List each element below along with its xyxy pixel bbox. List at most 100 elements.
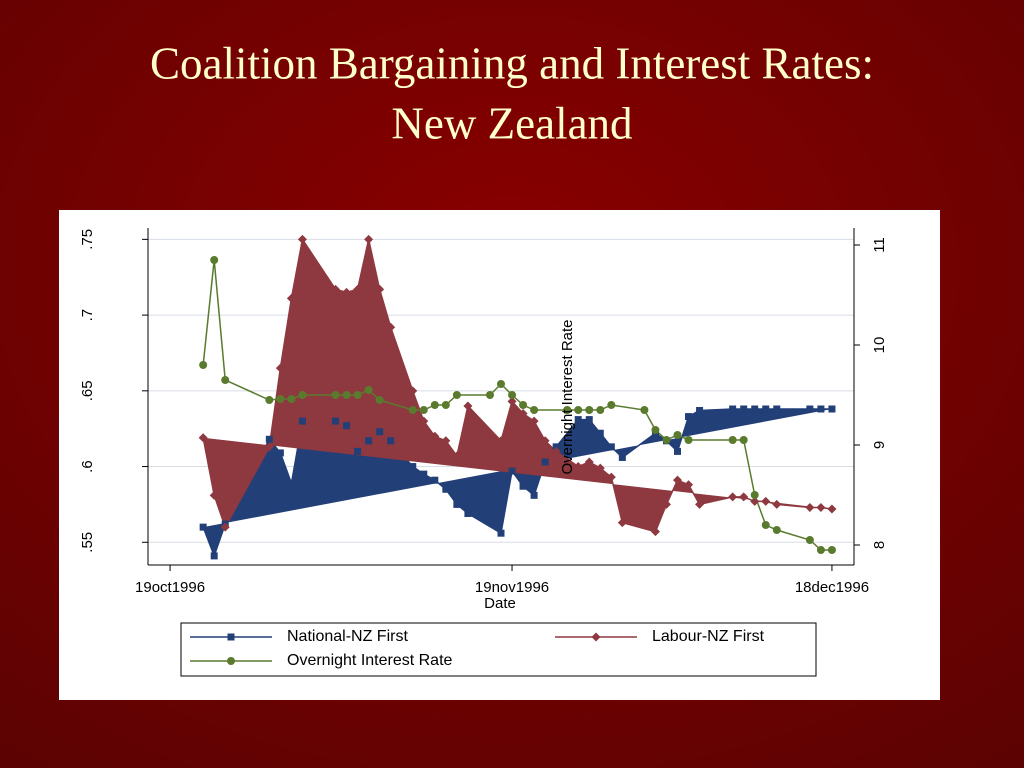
marker <box>452 451 462 461</box>
marker <box>651 426 660 434</box>
marker <box>563 406 572 414</box>
marker <box>518 409 528 419</box>
marker <box>265 435 273 443</box>
marker <box>595 463 605 473</box>
marker <box>773 405 781 413</box>
marker <box>442 485 450 493</box>
marker <box>485 391 494 399</box>
marker <box>220 522 230 532</box>
marker <box>772 499 782 509</box>
marker <box>298 391 307 399</box>
marker <box>596 429 604 437</box>
marker <box>365 437 373 445</box>
legend <box>180 622 817 677</box>
marker <box>617 518 627 528</box>
marker <box>287 479 295 487</box>
marker <box>332 417 340 425</box>
marker <box>650 527 660 537</box>
marker <box>751 405 759 413</box>
marker <box>210 256 219 264</box>
legend-label: Overnight Interest Rate <box>287 652 453 669</box>
marker <box>552 443 560 451</box>
marker <box>673 475 682 485</box>
marker <box>661 499 671 509</box>
marker <box>199 523 207 531</box>
marker <box>607 401 616 409</box>
marker <box>508 391 517 399</box>
marker <box>584 457 594 467</box>
marker <box>409 463 417 471</box>
marker <box>591 632 601 642</box>
marker <box>772 526 781 534</box>
plot: .55 .6 .65 .7 .75 8 9 10 11 19oct1996 19nov1996 18d… <box>79 228 888 677</box>
marker <box>408 406 417 414</box>
area <box>203 408 832 556</box>
x-tick-label: 19nov1996 <box>475 579 549 596</box>
marker <box>673 431 682 439</box>
legend-label: National-NZ First <box>287 628 408 645</box>
marker <box>762 405 770 413</box>
marker <box>541 458 549 466</box>
marker <box>408 386 418 396</box>
marker <box>607 443 615 451</box>
marker <box>827 504 837 514</box>
marker <box>264 442 274 452</box>
marker <box>684 480 694 490</box>
marker <box>662 436 671 444</box>
marker <box>530 406 539 414</box>
marker <box>419 406 428 414</box>
marker <box>519 401 528 409</box>
marker <box>497 380 505 388</box>
marker <box>287 395 296 403</box>
marker <box>761 496 771 506</box>
marker <box>540 436 550 446</box>
marker <box>286 293 296 303</box>
marker <box>354 447 362 455</box>
marker <box>585 406 594 414</box>
marker <box>209 490 219 500</box>
y-tick-label: .6 <box>79 460 96 473</box>
marker <box>452 391 461 399</box>
y-tick-label: .75 <box>79 229 96 250</box>
marker <box>386 322 396 332</box>
marker <box>606 472 616 482</box>
marker <box>828 405 836 413</box>
marker <box>331 284 341 294</box>
slide-title: New Zealand <box>391 98 632 148</box>
marker <box>816 546 825 554</box>
marker <box>806 405 814 413</box>
marker <box>453 500 461 508</box>
marker <box>441 436 451 446</box>
marker <box>276 449 284 457</box>
marker <box>353 284 363 294</box>
marker <box>640 406 649 414</box>
marker <box>530 491 538 499</box>
marker <box>816 502 826 512</box>
marker <box>596 406 605 414</box>
marker <box>696 407 704 415</box>
marker <box>519 482 527 490</box>
marker <box>729 405 737 413</box>
marker <box>331 391 340 399</box>
y-tick-label: .55 <box>79 532 96 553</box>
marker <box>573 462 583 472</box>
marker <box>275 363 285 373</box>
marker <box>574 406 583 414</box>
line <box>202 259 832 551</box>
y2-axis-title: Overnight Interest Rate <box>559 319 576 474</box>
marker <box>210 552 218 560</box>
marker <box>343 422 351 430</box>
marker <box>227 657 235 665</box>
marker <box>441 401 450 409</box>
y2-tick-label: 10 <box>871 337 888 354</box>
marker <box>342 391 351 399</box>
y2-tick-label: 9 <box>871 441 888 449</box>
legend-label: Labour-NZ First <box>652 628 765 645</box>
marker <box>276 395 285 403</box>
marker <box>805 502 815 512</box>
x-tick-label: 18dec1996 <box>795 579 869 596</box>
x-tick-label: 19oct1996 <box>135 579 205 596</box>
marker <box>817 405 825 413</box>
marker <box>375 396 384 404</box>
marker <box>674 447 681 455</box>
